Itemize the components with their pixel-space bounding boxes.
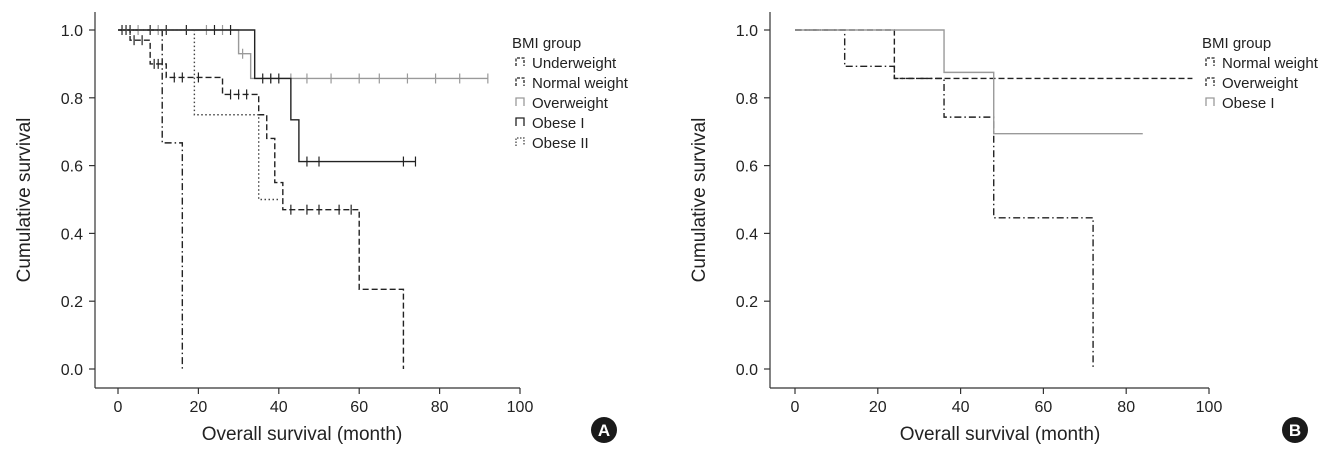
series-line-overweight — [795, 29, 1193, 80]
series-line-underweight — [118, 29, 184, 369]
legend-swatch — [1205, 77, 1215, 86]
y-axis-title: Cumulative survival — [689, 118, 710, 283]
x-axis-title: Overall survival (month) — [202, 424, 403, 445]
legend-item-label: Underweight — [532, 55, 617, 72]
x-tick-label: 40 — [952, 399, 970, 416]
x-tick-label: 20 — [190, 399, 208, 416]
legend-title: BMI group — [1202, 35, 1271, 52]
y-tick-label: 0.0 — [61, 362, 83, 379]
legend-item-label: Normal weight — [532, 75, 629, 92]
series-line-obese-ii — [118, 29, 279, 201]
y-tick-label: 0.6 — [61, 159, 83, 176]
x-axis-title: Overall survival (month) — [900, 424, 1101, 445]
legend-item-label: Obese I — [532, 115, 585, 132]
x-tick-label: 60 — [1035, 399, 1053, 416]
legend-item-label: Obese I — [1222, 95, 1275, 112]
y-tick-label: 0.8 — [736, 91, 758, 108]
series-line-normal-weight — [795, 29, 1094, 369]
y-tick-label: 0.6 — [736, 159, 758, 176]
y-tick-label: 0.0 — [736, 362, 758, 379]
x-tick-label: 100 — [507, 399, 534, 416]
x-tick-label: 80 — [1117, 399, 1135, 416]
legend-swatch — [515, 137, 525, 146]
x-tick-label: 20 — [869, 399, 887, 416]
x-tick-label: 40 — [270, 399, 288, 416]
panel-badge — [591, 417, 617, 443]
panel-badge-label: B — [1289, 421, 1301, 440]
series-line-obese-i — [118, 29, 416, 163]
legend-swatch — [515, 97, 525, 106]
x-tick-label: 0 — [791, 399, 800, 416]
y-axis-title: Cumulative survival — [14, 118, 35, 283]
legend-item-label: Obese II — [532, 135, 589, 152]
y-tick-label: 1.0 — [61, 23, 83, 40]
y-tick-label: 0.4 — [61, 226, 83, 243]
legend-swatch — [515, 117, 525, 126]
panel-A: 0 20 40 60 80 100 0.0 0.2 0.4 0.6 0.8 1.0 Overall su… — [14, 12, 629, 445]
x-tick-label: 100 — [1196, 399, 1223, 416]
y-tick-label: 0.2 — [736, 294, 758, 311]
legend-swatch — [515, 77, 525, 86]
legend-item-label: Overweight — [1222, 75, 1299, 92]
legend-item-label: Overweight — [532, 95, 609, 112]
x-tick-label: 60 — [350, 399, 368, 416]
legend-swatch — [515, 57, 525, 66]
y-tick-label: 0.4 — [736, 226, 758, 243]
x-tick-label: 80 — [431, 399, 449, 416]
legend-item-label: Normal weight — [1222, 55, 1319, 72]
panel-badge — [1282, 417, 1308, 443]
series-line-overweight — [118, 29, 488, 80]
x-tick-label: 0 — [114, 399, 123, 416]
legend-title: BMI group — [512, 35, 581, 52]
y-tick-label: 0.2 — [61, 294, 83, 311]
y-tick-label: 0.8 — [61, 91, 83, 108]
legend-swatch — [1205, 57, 1215, 66]
panel-B: 0 20 40 60 80 100 0.0 0.2 0.4 0.6 0.8 1.0 Overall su… — [689, 12, 1319, 445]
y-tick-label: 1.0 — [736, 23, 758, 40]
series-line-obese-i — [795, 29, 1143, 135]
panel-badge-label: A — [598, 421, 610, 440]
legend-swatch — [1205, 97, 1215, 106]
